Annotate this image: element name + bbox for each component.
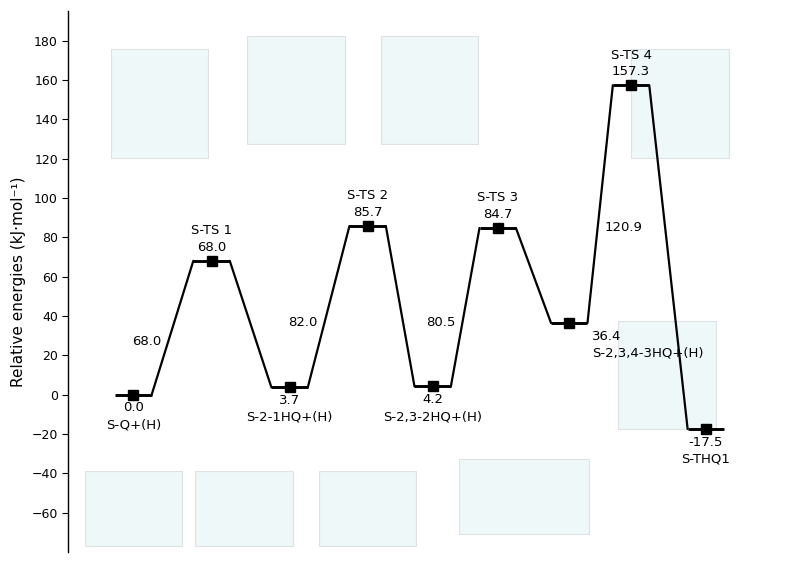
Text: S-Q+(H): S-Q+(H) — [106, 418, 161, 431]
FancyBboxPatch shape — [631, 50, 728, 158]
FancyBboxPatch shape — [319, 471, 417, 546]
Text: S-2,3,4-3HQ+(H): S-2,3,4-3HQ+(H) — [592, 347, 704, 360]
Text: 82.0: 82.0 — [289, 316, 318, 329]
Text: 80.5: 80.5 — [426, 316, 456, 329]
FancyBboxPatch shape — [111, 50, 208, 158]
Text: S-TS 2: S-TS 2 — [347, 189, 388, 202]
Text: 157.3: 157.3 — [612, 65, 650, 78]
FancyBboxPatch shape — [247, 35, 345, 144]
Text: S-2,3-2HQ+(H): S-2,3-2HQ+(H) — [383, 410, 483, 423]
Text: 120.9: 120.9 — [604, 221, 642, 234]
Text: 85.7: 85.7 — [353, 206, 382, 219]
FancyBboxPatch shape — [196, 471, 293, 546]
Text: 68.0: 68.0 — [197, 241, 226, 254]
Text: 84.7: 84.7 — [483, 208, 513, 221]
Text: 4.2: 4.2 — [422, 393, 443, 406]
FancyBboxPatch shape — [459, 459, 589, 534]
Text: S-THQ1: S-THQ1 — [681, 453, 731, 466]
Text: -17.5: -17.5 — [688, 436, 723, 449]
Text: 36.4: 36.4 — [592, 330, 622, 343]
Text: S-2-1HQ+(H): S-2-1HQ+(H) — [246, 411, 333, 424]
FancyBboxPatch shape — [85, 471, 182, 546]
FancyBboxPatch shape — [618, 321, 716, 429]
Text: S-TS 4: S-TS 4 — [611, 48, 652, 61]
FancyBboxPatch shape — [381, 35, 479, 144]
Text: 3.7: 3.7 — [279, 394, 301, 407]
Text: S-TS 3: S-TS 3 — [477, 191, 518, 204]
Y-axis label: Relative energies (kJ·mol⁻¹): Relative energies (kJ·mol⁻¹) — [11, 176, 26, 387]
Text: S-TS 1: S-TS 1 — [191, 224, 232, 237]
Text: 68.0: 68.0 — [133, 334, 162, 347]
Text: 0.0: 0.0 — [123, 401, 144, 414]
